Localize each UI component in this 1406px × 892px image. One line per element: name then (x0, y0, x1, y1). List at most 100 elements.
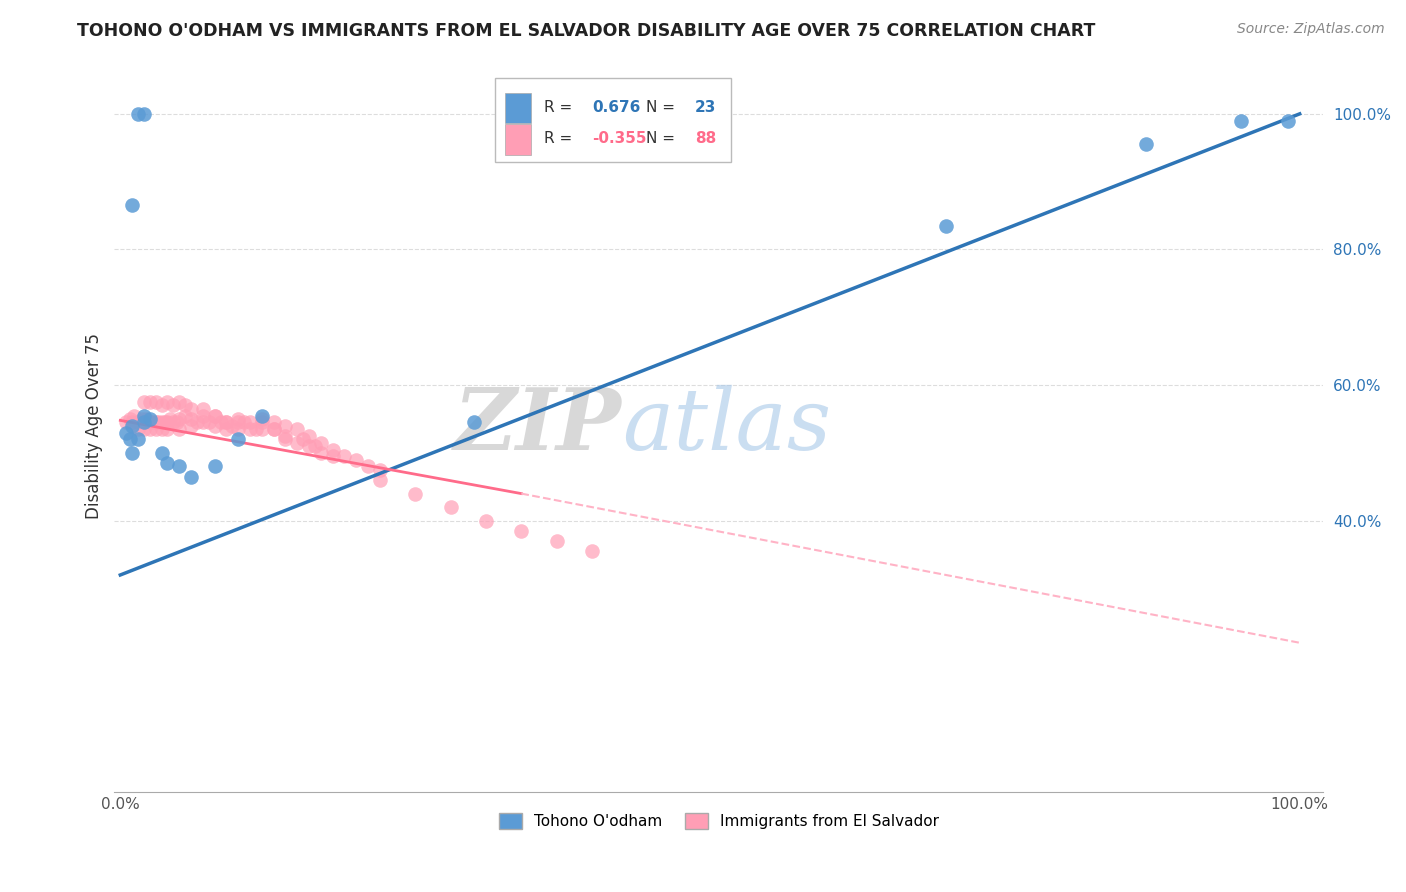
Text: atlas: atlas (621, 384, 831, 467)
Point (132, 409, 155, 423)
Point (292, 433, 315, 447)
Text: N =: N = (647, 100, 681, 115)
Point (169, 412, 191, 426)
Point (226, 422, 249, 436)
Point (132, 107, 155, 121)
Point (174, 409, 197, 423)
Point (135, 412, 157, 426)
Point (150, 422, 173, 436)
Point (118, 412, 141, 426)
Point (274, 418, 297, 433)
Point (162, 416, 184, 430)
Point (191, 416, 214, 430)
Point (226, 412, 249, 426)
Point (197, 416, 219, 430)
Point (162, 399, 184, 413)
Text: 23: 23 (695, 100, 716, 115)
Point (115, 425, 138, 440)
Point (142, 416, 165, 430)
Point (150, 399, 173, 413)
Point (581, 544, 603, 558)
Point (204, 409, 226, 423)
Point (274, 433, 297, 447)
Point (156, 395, 179, 409)
Point (475, 514, 498, 528)
Point (191, 401, 214, 416)
Point (145, 416, 167, 430)
Point (166, 416, 188, 430)
Point (186, 416, 208, 430)
Point (215, 416, 238, 430)
Point (263, 422, 285, 436)
Point (121, 198, 143, 212)
Point (139, 422, 162, 436)
Point (357, 459, 380, 474)
Point (124, 409, 146, 423)
Point (322, 450, 344, 464)
Point (139, 412, 162, 426)
Text: 88: 88 (695, 131, 716, 146)
Point (239, 422, 262, 436)
Point (191, 409, 214, 423)
Text: R =: R = (544, 100, 576, 115)
Point (118, 433, 141, 447)
Point (132, 395, 155, 409)
Text: R =: R = (544, 131, 576, 146)
FancyBboxPatch shape (505, 93, 531, 123)
Point (132, 416, 155, 430)
Point (150, 446, 173, 460)
Point (298, 429, 321, 443)
Point (127, 107, 149, 121)
Point (344, 452, 367, 467)
Point (215, 416, 238, 430)
Point (127, 422, 149, 436)
Point (245, 422, 267, 436)
Point (546, 534, 568, 549)
Point (215, 422, 238, 436)
Y-axis label: Disability Age Over 75: Disability Age Over 75 (86, 333, 103, 519)
Point (285, 435, 308, 450)
Point (250, 416, 273, 430)
Point (439, 500, 461, 515)
Point (145, 422, 167, 436)
Point (121, 446, 143, 460)
Point (1135, 137, 1157, 152)
Point (180, 401, 202, 416)
Point (169, 459, 191, 474)
Point (121, 418, 143, 433)
Point (127, 416, 149, 430)
Point (368, 463, 391, 477)
Point (159, 412, 181, 426)
Point (180, 418, 202, 433)
FancyBboxPatch shape (495, 78, 731, 162)
Point (146, 416, 169, 430)
Point (156, 422, 179, 436)
Point (174, 399, 197, 413)
Point (132, 416, 155, 430)
Point (150, 416, 173, 430)
Point (935, 219, 957, 233)
Point (1277, 113, 1299, 128)
Point (169, 395, 191, 409)
Text: Source: ZipAtlas.com: Source: ZipAtlas.com (1237, 22, 1385, 37)
Point (368, 473, 391, 487)
Point (510, 524, 533, 538)
Point (309, 446, 332, 460)
Point (132, 422, 155, 436)
Point (226, 433, 249, 447)
Point (204, 418, 226, 433)
Point (463, 416, 485, 430)
Point (156, 416, 179, 430)
Point (263, 422, 285, 436)
Point (304, 439, 326, 453)
Point (250, 409, 273, 423)
Point (127, 433, 149, 447)
Legend: Tohono O'odham, Immigrants from El Salvador: Tohono O'odham, Immigrants from El Salva… (492, 807, 945, 836)
Point (274, 429, 297, 443)
Point (404, 486, 426, 500)
Point (153, 416, 176, 430)
Point (221, 418, 243, 433)
FancyBboxPatch shape (505, 124, 531, 155)
Point (309, 435, 332, 450)
Point (322, 442, 344, 457)
